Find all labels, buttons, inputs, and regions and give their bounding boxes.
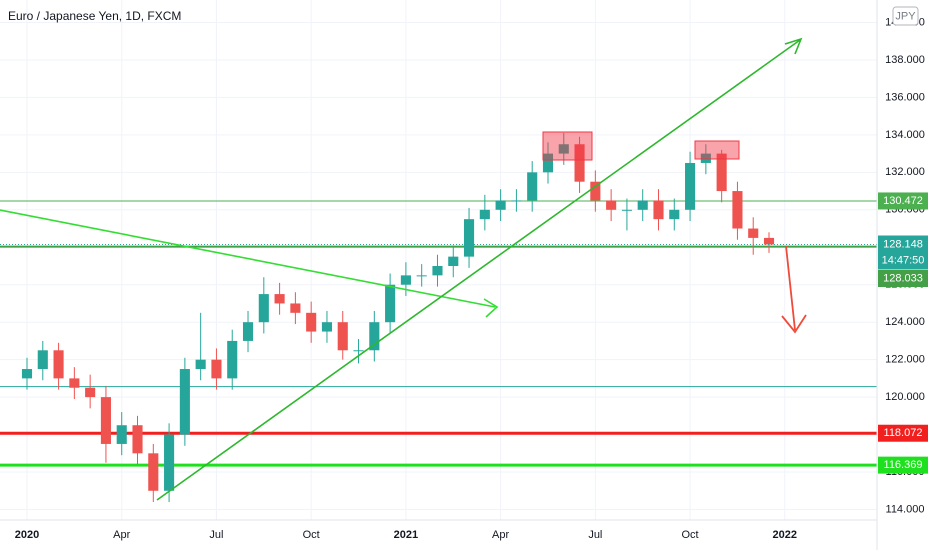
x-tick-label: 2022 (773, 529, 797, 541)
x-tick-label: 2020 (15, 529, 39, 541)
candle-body (21, 369, 33, 379)
candle-body (369, 322, 380, 351)
level-label: 118.072 (884, 427, 923, 439)
candle-body (685, 162, 696, 210)
candle-body (242, 322, 254, 341)
candle-body (732, 191, 743, 229)
candle-body (621, 209, 632, 211)
candle-body (337, 322, 348, 351)
y-tick-label: 134.000 (885, 129, 925, 141)
candle-body (306, 312, 317, 332)
candle-body (463, 219, 475, 257)
candle-body (179, 369, 190, 435)
chart-title: Euro / Japanese Yen, 1D, FXCM (8, 9, 181, 23)
candle-body (606, 200, 617, 210)
x-tick-label: Apr (113, 529, 130, 541)
level-label-bg (878, 192, 928, 210)
highlight-box (542, 131, 593, 161)
candle-body (211, 359, 222, 379)
candle-body (479, 209, 490, 220)
plot-area (0, 0, 877, 520)
currency-label: JPY (895, 10, 916, 22)
candle-body (53, 350, 64, 379)
currency-badge (892, 6, 919, 26)
candle-body (700, 153, 711, 163)
candle-body (321, 322, 333, 332)
candle-body (37, 350, 48, 370)
candle-body (385, 284, 396, 323)
arrow-head (483, 298, 499, 318)
x-tick-label: Jul (209, 529, 223, 541)
candle-body (164, 434, 175, 491)
level-label: 128.033 (883, 272, 923, 284)
candle-body (448, 256, 459, 266)
candle-body (400, 275, 411, 285)
candle-body (542, 153, 554, 173)
x-tick-label: 2021 (394, 529, 418, 541)
candle-body (227, 340, 238, 379)
candle-body (274, 294, 285, 304)
y-tick-label: 138.000 (885, 54, 925, 66)
candle-body (716, 153, 727, 192)
candle-body (511, 200, 522, 202)
y-tick-label: 132.000 (885, 166, 925, 178)
level-label-bg (878, 456, 928, 474)
candle-body (132, 425, 143, 454)
candle-body (763, 237, 775, 245)
x-tick-label: Oct (682, 529, 699, 541)
trend-line (785, 245, 796, 331)
y-tick-label: 124.000 (885, 316, 925, 328)
y-tick-label: 120.000 (885, 391, 925, 403)
trend-line (0, 209, 496, 308)
level-label-bg (878, 424, 928, 442)
x-tick-label: Oct (303, 529, 320, 541)
level-label: 130.472 (883, 195, 923, 207)
candle-body (416, 275, 427, 277)
candle-body (653, 200, 664, 220)
candle-body (432, 265, 443, 276)
candle-body (637, 200, 648, 210)
candle-body (574, 144, 585, 182)
candle-body (69, 378, 80, 388)
candle-body (85, 387, 96, 398)
current-price-label: 128.148 (883, 238, 923, 250)
x-tick-label: Apr (492, 529, 509, 541)
candle-body (669, 209, 680, 220)
candle-body (558, 144, 569, 154)
drawings (0, 37, 807, 501)
candle-body (590, 181, 601, 201)
candle-body (148, 453, 159, 491)
level-label: 116.369 (884, 459, 923, 471)
axis-labels: 2020 Apr Jul Oct 2021 Apr Jul Oct 2022 114.000 116… (15, 16, 928, 541)
candle-body (195, 359, 206, 370)
arrow-head (781, 314, 807, 334)
countdown-label: 14:47:50 (882, 254, 925, 266)
candle-body (495, 200, 506, 210)
y-tick-label: 114.000 (886, 503, 925, 515)
current-price-bg (878, 235, 928, 270)
level-label-bg (878, 269, 928, 287)
candle-body (527, 172, 538, 201)
x-tick-label: Jul (588, 529, 602, 541)
candle-body (353, 350, 364, 352)
candle-body (100, 397, 111, 444)
y-tick-label: 136.000 (885, 91, 925, 103)
y-tick-label: 122.000 (885, 354, 925, 366)
candle-body (116, 425, 127, 444)
candle-body (748, 228, 759, 238)
arrow-head (784, 37, 803, 55)
highlight-box (694, 140, 740, 160)
candle-body (290, 303, 301, 313)
candle-body (258, 294, 269, 323)
trend-line (156, 39, 801, 501)
